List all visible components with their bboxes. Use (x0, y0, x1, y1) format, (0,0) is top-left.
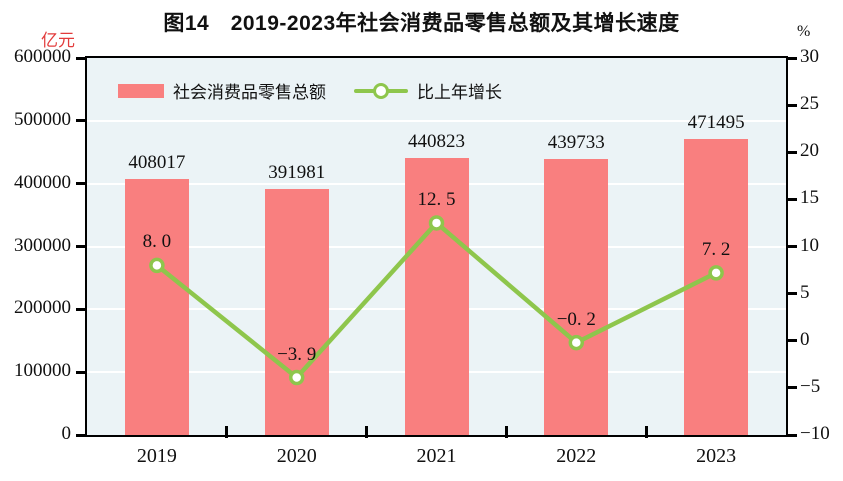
line-marker-2021 (428, 215, 445, 231)
legend-line-marker-icon (354, 82, 408, 99)
right-axis-tick-label: 30 (800, 46, 819, 67)
bar-value-label: 408017 (128, 151, 186, 173)
right-axis-tick-label: 20 (800, 140, 819, 162)
bar-2022 (544, 158, 609, 435)
line-value-label: 12. 5 (417, 188, 456, 210)
left-axis-tick-label: 0 (61, 423, 72, 444)
right-axis-tick-label: 15 (800, 187, 819, 209)
bar-2019 (124, 178, 189, 435)
legend-bar-swatch (118, 83, 164, 98)
gridline (87, 119, 786, 122)
left-axis-tick-label: 300000 (14, 234, 71, 256)
bar-value-label: 439733 (547, 131, 605, 153)
x-axis-tick (365, 426, 369, 438)
growth-line-chart (149, 215, 724, 386)
x-axis-tick (225, 426, 229, 438)
left-axis-tick (76, 119, 85, 123)
chart-title: 图14 2019-2023年社会消费品零售总额及其增长速度 (163, 12, 680, 35)
x-axis-year-label: 2020 (276, 445, 317, 467)
line-marker-2022 (568, 334, 585, 351)
right-axis-tick-label: 10 (800, 234, 819, 256)
right-axis-tick (788, 245, 797, 248)
right-axis-tick (788, 433, 797, 437)
right-axis-tick (788, 292, 797, 296)
left-axis-tick-label: 500000 (14, 108, 71, 130)
bar-2023 (684, 138, 749, 435)
plot-area: 408017 391981 440823 439733 471495 8. 0 −3. 9 1… (85, 56, 788, 437)
right-axis-tick (788, 150, 797, 154)
right-axis-tick-label: −5 (800, 375, 821, 397)
left-axis-tick (76, 56, 85, 60)
legend-line-label: 比上年增长 (417, 83, 502, 102)
legend-bar-label: 社会消费品零售总额 (173, 83, 326, 102)
right-axis-tick (788, 197, 797, 201)
line-value-label: −0. 2 (556, 308, 596, 330)
bar-value-label: 391981 (268, 161, 326, 183)
right-axis-tick (788, 339, 797, 343)
bar-2020 (264, 188, 329, 435)
bar-value-label: 440823 (408, 131, 465, 153)
x-axis-year-label: 2019 (136, 445, 177, 467)
left-axis-tick-label: 600000 (14, 46, 71, 67)
x-axis-tick (504, 426, 508, 438)
left-axis-tick-label: 100000 (14, 360, 71, 382)
left-axis-unit-label: 亿元 (41, 31, 75, 50)
right-axis-tick-label: 5 (800, 281, 810, 303)
bar-2021 (404, 158, 469, 435)
x-axis-tick (644, 426, 648, 438)
left-axis-tick (76, 182, 85, 186)
left-axis-tick (76, 370, 85, 374)
line-marker-2023 (708, 265, 724, 281)
left-axis-tick (76, 245, 85, 248)
left-axis-tick-label: 200000 (14, 297, 71, 319)
line-marker-2019 (149, 257, 165, 274)
line-value-label: −3. 9 (277, 343, 317, 365)
line-marker-2020 (288, 369, 305, 386)
line-value-label: 8. 0 (142, 231, 172, 253)
right-axis-tick (788, 56, 797, 60)
right-axis-tick-label: 0 (800, 328, 810, 350)
right-axis-unit-label: % (797, 23, 811, 40)
x-axis-year-label: 2023 (696, 445, 737, 467)
x-axis-year-label: 2021 (416, 445, 457, 467)
right-axis-tick-label: 25 (800, 93, 819, 115)
legend: 社会消费品零售总额 比上年增长 (118, 78, 502, 103)
left-axis-tick (76, 433, 85, 437)
x-axis-year-label: 2022 (556, 445, 597, 467)
right-axis-tick (788, 386, 797, 390)
line-value-label: 7. 2 (701, 238, 731, 260)
right-axis-tick-label: −10 (800, 423, 830, 444)
left-axis-tick (76, 307, 85, 311)
left-axis-tick-label: 400000 (14, 171, 71, 193)
right-axis-tick (788, 103, 797, 107)
bar-value-label: 471495 (687, 111, 745, 133)
legend-line-dot (373, 82, 389, 99)
